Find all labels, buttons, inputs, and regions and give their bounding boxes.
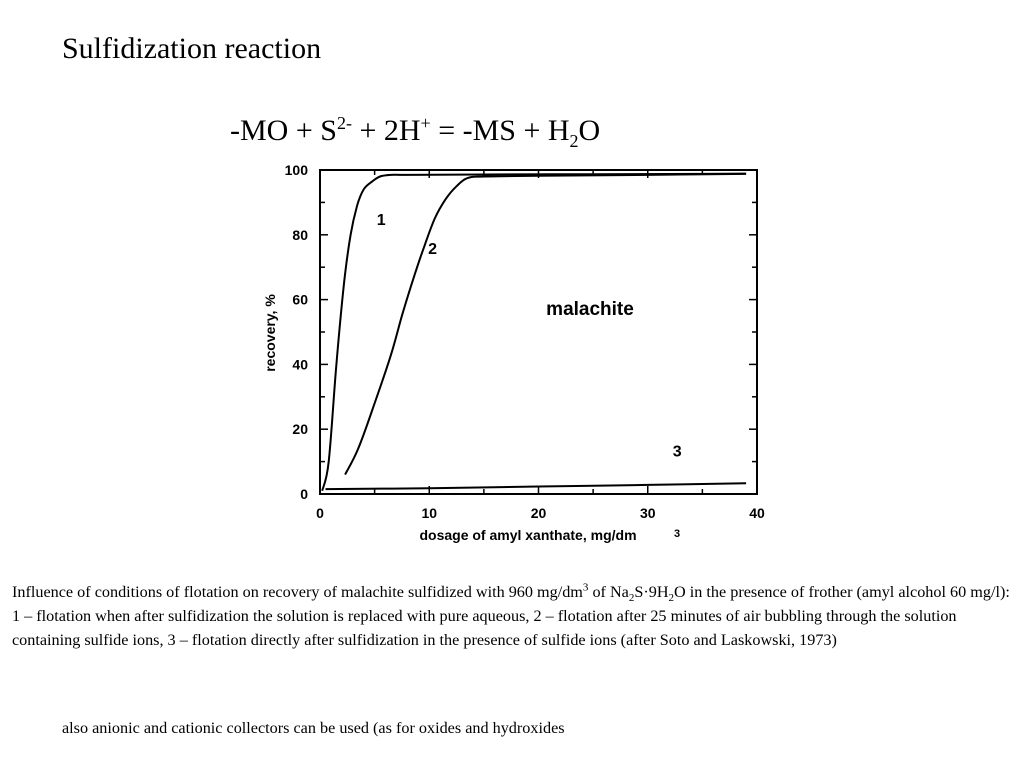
reaction-equation: -MO + S2- + 2H+ = -MS + H2O	[230, 104, 600, 160]
y-tick-label: 20	[292, 421, 308, 437]
x-tick-label: 30	[640, 505, 656, 521]
caption-part: O in the presence of frother (amyl alcoh…	[12, 583, 1010, 649]
y-tick-label: 60	[292, 292, 308, 308]
caption-part: of Na	[588, 583, 629, 601]
series-line-1	[321, 172, 747, 492]
chart-annotation: malachite	[546, 299, 634, 320]
x-axis-label: dosage of amyl xanthate, mg/dm	[419, 527, 636, 543]
x-tick-label: 20	[531, 505, 547, 521]
y-tick-label: 0	[300, 486, 308, 502]
y-tick-label: 40	[292, 356, 308, 372]
y-axis-label: recovery, %	[262, 294, 278, 372]
x-axis-label-superscript: 3	[674, 528, 680, 540]
equation-superscript: 2-	[336, 113, 352, 133]
caption-subscript: 2	[668, 592, 675, 605]
recovery-chart: 0 10 20 30 40 0 20 40 60 80 100 dosage of amyl xant…	[262, 162, 765, 543]
series-line-3	[325, 482, 747, 491]
figure-caption: Influence of conditions of flotation on …	[12, 580, 1012, 652]
y-tick-label: 100	[285, 162, 309, 178]
equation-part: O	[578, 114, 601, 147]
caption-superscript: 3	[582, 581, 589, 594]
series-label-2: 2	[428, 241, 437, 258]
series-line-2	[344, 172, 747, 476]
y-tick-label: 80	[292, 227, 308, 243]
x-tick-label: 40	[749, 505, 765, 521]
equation-part: -MO + S	[230, 114, 337, 147]
series-label-3: 3	[673, 444, 682, 461]
series-label-1: 1	[377, 212, 386, 229]
caption-part: Influence of conditions of flotation on …	[12, 583, 583, 601]
equation-subscript: 2	[569, 131, 579, 151]
caption-part: S·9H	[634, 583, 669, 601]
footnote: also anionic and cationic collectors can…	[62, 719, 565, 737]
equation-part: + 2H	[351, 114, 421, 147]
x-tick-label: 0	[316, 505, 324, 521]
equation-part: = -MS + H	[430, 114, 570, 147]
x-tick-label: 10	[421, 505, 437, 521]
caption-subscript: 2	[628, 592, 635, 605]
equation-superscript: +	[420, 113, 431, 133]
slide-title: Sulfidization reaction	[62, 32, 322, 65]
